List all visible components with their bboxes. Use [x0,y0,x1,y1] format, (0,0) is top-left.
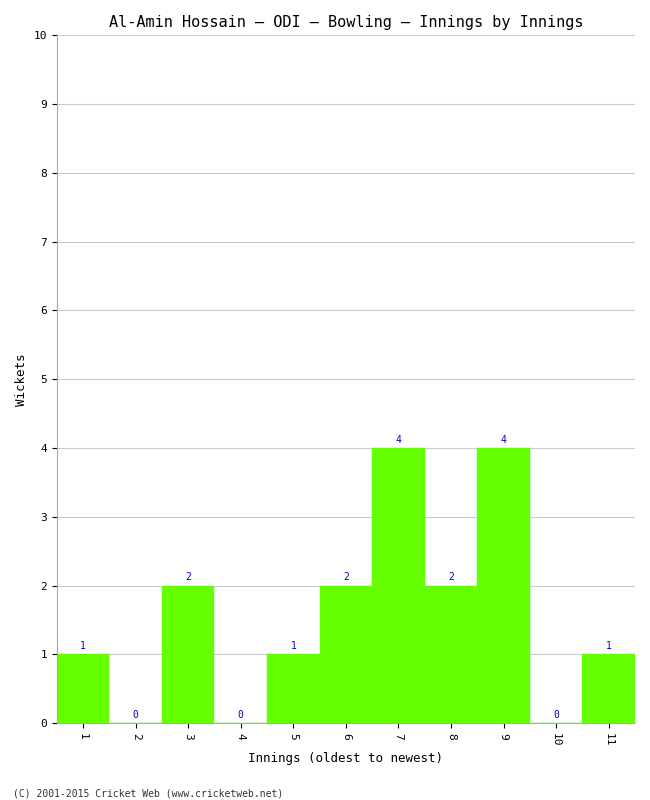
Title: Al-Amin Hossain – ODI – Bowling – Innings by Innings: Al-Amin Hossain – ODI – Bowling – Inning… [109,15,583,30]
Bar [477,448,530,723]
Text: 1: 1 [606,641,612,651]
Bar [424,586,477,723]
X-axis label: Innings (oldest to newest): Innings (oldest to newest) [248,752,443,765]
Y-axis label: Wickets: Wickets [15,353,28,406]
Bar [582,654,635,723]
Text: 0: 0 [133,710,138,720]
Text: 4: 4 [395,434,402,445]
Bar [57,654,109,723]
Text: 1: 1 [291,641,296,651]
Text: 4: 4 [500,434,506,445]
Text: 1: 1 [80,641,86,651]
Text: (C) 2001-2015 Cricket Web (www.cricketweb.net): (C) 2001-2015 Cricket Web (www.cricketwe… [13,788,283,798]
Bar [267,654,320,723]
Text: 2: 2 [185,572,191,582]
Text: 0: 0 [238,710,244,720]
Text: 0: 0 [553,710,559,720]
Bar [372,448,424,723]
Bar [162,586,214,723]
Bar [320,586,372,723]
Text: 2: 2 [343,572,349,582]
Text: 2: 2 [448,572,454,582]
